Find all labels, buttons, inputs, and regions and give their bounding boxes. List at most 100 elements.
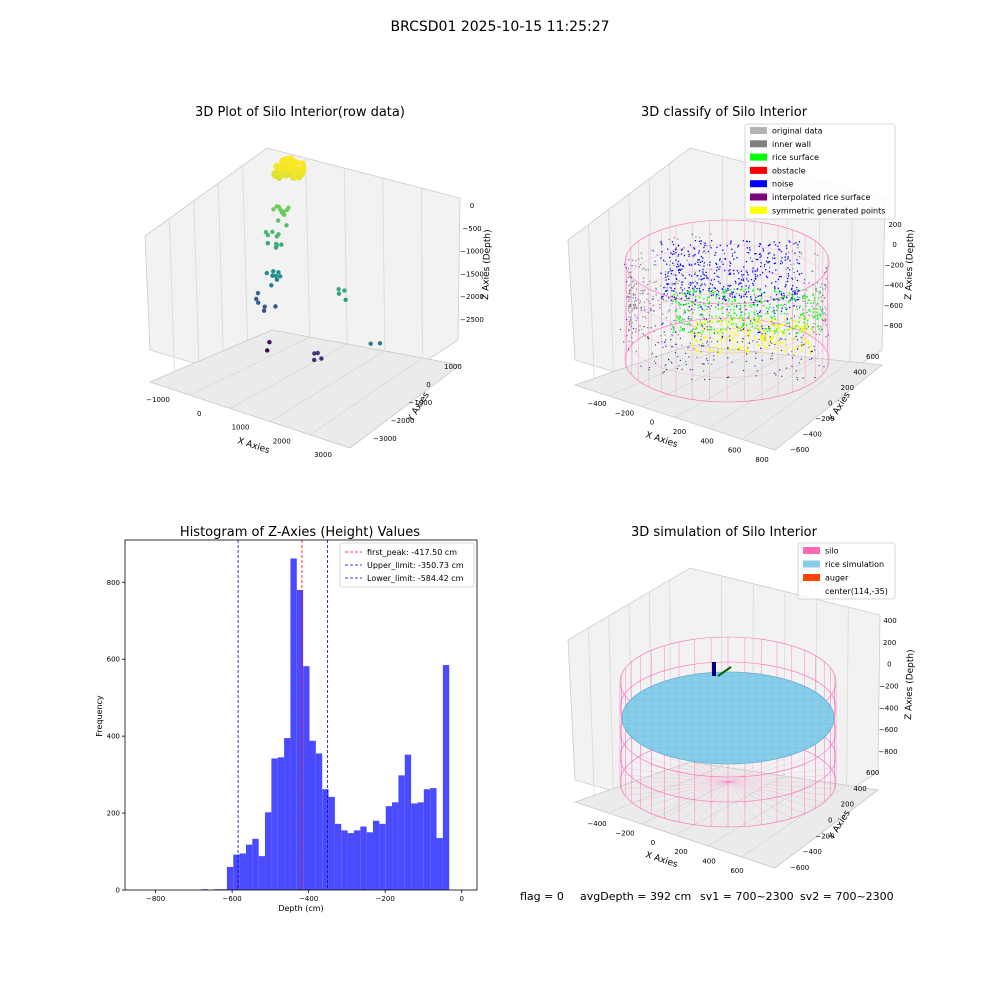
noise-point bbox=[642, 333, 644, 335]
noise-point bbox=[714, 254, 716, 256]
noise-point bbox=[704, 244, 706, 247]
interpolated-point bbox=[665, 339, 667, 341]
symmetric-point bbox=[733, 332, 735, 335]
rice-surface-point bbox=[748, 316, 750, 319]
simulation-legend-label: center(114,-35) bbox=[825, 587, 888, 596]
noise-point bbox=[675, 259, 677, 261]
rice-surface-point bbox=[687, 309, 689, 311]
noise-point bbox=[706, 277, 708, 279]
noise-point bbox=[798, 289, 800, 292]
noise-point bbox=[809, 359, 811, 361]
noise-point bbox=[731, 292, 733, 294]
rice-surface-point bbox=[741, 317, 744, 319]
raw-x-tick-label: 0 bbox=[197, 410, 201, 418]
interpolated-point bbox=[791, 357, 794, 359]
rice-surface-point bbox=[676, 294, 679, 297]
noise-point bbox=[812, 284, 814, 286]
inner-wall-point bbox=[632, 293, 634, 295]
symmetric-point bbox=[724, 320, 727, 322]
interpolated-point bbox=[764, 333, 767, 335]
inner-wall-point bbox=[678, 304, 680, 306]
classify-legend-label: inner wall bbox=[772, 140, 811, 149]
raw-point bbox=[255, 290, 261, 296]
symmetric-point bbox=[770, 327, 773, 329]
symmetric-point bbox=[772, 323, 774, 326]
inner-wall-point bbox=[628, 308, 630, 310]
interpolated-point bbox=[796, 376, 798, 379]
histogram-bar bbox=[284, 738, 291, 890]
symmetric-point bbox=[742, 340, 744, 342]
rice-surface-point bbox=[815, 288, 817, 291]
noise-point bbox=[754, 365, 756, 367]
histogram-bar bbox=[442, 665, 450, 890]
noise-point bbox=[701, 325, 704, 327]
rice-surface-point bbox=[760, 297, 763, 300]
rice-surface-point bbox=[693, 291, 695, 293]
interpolated-point bbox=[706, 340, 708, 342]
classify-legend-swatch bbox=[750, 127, 767, 134]
raw-point bbox=[312, 357, 317, 363]
rice-surface-point bbox=[743, 290, 745, 292]
inner-wall-point bbox=[793, 338, 795, 340]
histogram-bar bbox=[411, 803, 418, 890]
rice-surface-point bbox=[813, 297, 816, 299]
noise-point bbox=[688, 287, 690, 289]
interpolated-point bbox=[787, 353, 789, 355]
noise-point bbox=[764, 263, 766, 266]
histogram-legend-label: Lower_limit: -584.42 cm bbox=[367, 574, 464, 583]
noise-point bbox=[759, 310, 762, 312]
inner-wall-point bbox=[640, 308, 643, 310]
silo-spoke bbox=[727, 761, 825, 783]
rice-surface-point bbox=[739, 307, 742, 309]
inner-wall-point bbox=[633, 304, 635, 306]
inner-wall-point bbox=[684, 323, 686, 325]
rice-surface-point bbox=[821, 328, 823, 331]
rice-surface-point bbox=[715, 295, 717, 297]
noise-point bbox=[673, 253, 675, 255]
rice-surface-point bbox=[702, 330, 704, 332]
rice-surface-point bbox=[812, 294, 814, 296]
symmetric-point bbox=[800, 330, 802, 332]
noise-point bbox=[703, 246, 705, 249]
inner-wall-point bbox=[631, 332, 634, 334]
raw-point bbox=[343, 297, 348, 303]
symmetric-point bbox=[735, 340, 738, 343]
inner-wall-point bbox=[816, 282, 818, 284]
noise-point bbox=[671, 345, 673, 348]
noise-point bbox=[689, 244, 692, 246]
noise-point bbox=[694, 273, 696, 275]
simulation-grid-line bbox=[608, 615, 614, 789]
symmetric-point bbox=[770, 338, 772, 340]
inner-wall-point bbox=[665, 295, 667, 297]
interpolated-point bbox=[802, 377, 804, 379]
noise-point bbox=[773, 299, 775, 301]
inner-wall-point bbox=[640, 290, 642, 292]
panel-raw-scatter: 3D Plot of Silo Interior(row data) −1000… bbox=[144, 105, 493, 459]
raw-point bbox=[312, 351, 317, 356]
classify-x-tick-label: −400 bbox=[587, 400, 606, 408]
interpolated-point bbox=[755, 352, 757, 354]
noise-point bbox=[787, 277, 789, 280]
symmetric-point bbox=[719, 350, 722, 353]
noise-point bbox=[765, 275, 768, 277]
rice-surface-point bbox=[799, 305, 801, 307]
noise-point bbox=[694, 285, 696, 287]
histogram-bars bbox=[201, 558, 450, 890]
rice-surface-point bbox=[759, 295, 762, 297]
interpolated-point bbox=[662, 372, 664, 374]
raw-points bbox=[254, 155, 383, 363]
noise-point bbox=[719, 259, 721, 261]
raw-point bbox=[368, 341, 373, 346]
rice-surface-point bbox=[690, 330, 692, 332]
classify-legend-swatch bbox=[750, 166, 767, 174]
panel-histogram: Histogram of Z-Axies (Height) Values −80… bbox=[95, 525, 478, 913]
rice-surface-point bbox=[698, 296, 701, 298]
inner-wall-point bbox=[664, 334, 666, 336]
rice-surface-point bbox=[786, 308, 788, 310]
inner-wall-point bbox=[635, 260, 637, 262]
inner-wall-point bbox=[825, 308, 827, 311]
noise-point bbox=[626, 296, 628, 298]
noise-point bbox=[804, 279, 806, 281]
symmetric-point bbox=[776, 327, 779, 330]
inner-wall-point bbox=[652, 310, 654, 312]
